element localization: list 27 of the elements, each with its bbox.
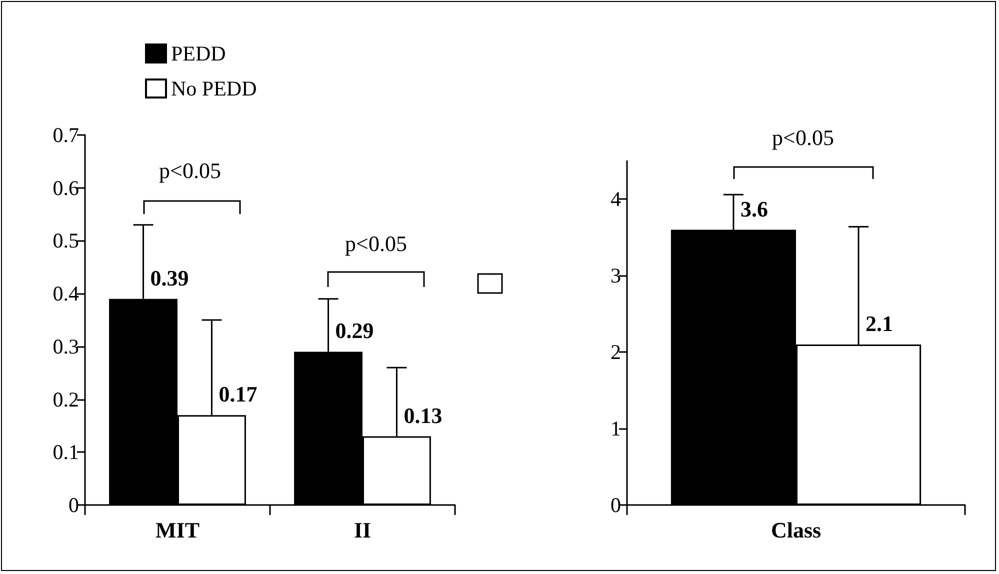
annotation: p<0.05 [159, 158, 221, 184]
x-tick-label: MIT [156, 518, 200, 542]
y-tick-label: 3 [610, 264, 621, 288]
y-tick-label: 0.2 [52, 387, 79, 412]
y-tick-label: 0.3 [52, 334, 79, 358]
x-tick-label: Class [770, 518, 822, 542]
y-tick-label: 1 [610, 416, 621, 441]
y-tick-label: 0.7 [52, 123, 79, 147]
y-tick-label: 2 [610, 340, 621, 364]
y-tick-label: 0.5 [52, 228, 79, 253]
x-tick-label: II [354, 518, 372, 542]
y-tick-label: 0.1 [52, 440, 79, 464]
legend-label: No PEDD [171, 76, 257, 100]
y-tick-label: 0.6 [52, 176, 79, 200]
data-label: 0.39 [150, 265, 189, 290]
data-label: 0.17 [218, 382, 258, 407]
data-label: 3.6 [740, 196, 768, 222]
annotation: p<0.05 [345, 231, 407, 256]
text: p<0.05 [772, 125, 834, 150]
legend-label: PEDD [171, 42, 226, 66]
data-label: 0.29 [335, 318, 374, 344]
y-tick-label: 4 [610, 187, 622, 212]
y-tick-label: 0 [610, 493, 621, 517]
y-tick-label: 0.4 [52, 282, 80, 306]
data-label: 0.13 [404, 402, 442, 428]
data-label: 2.1 [866, 310, 894, 336]
y-tick-label: 0 [68, 493, 79, 517]
